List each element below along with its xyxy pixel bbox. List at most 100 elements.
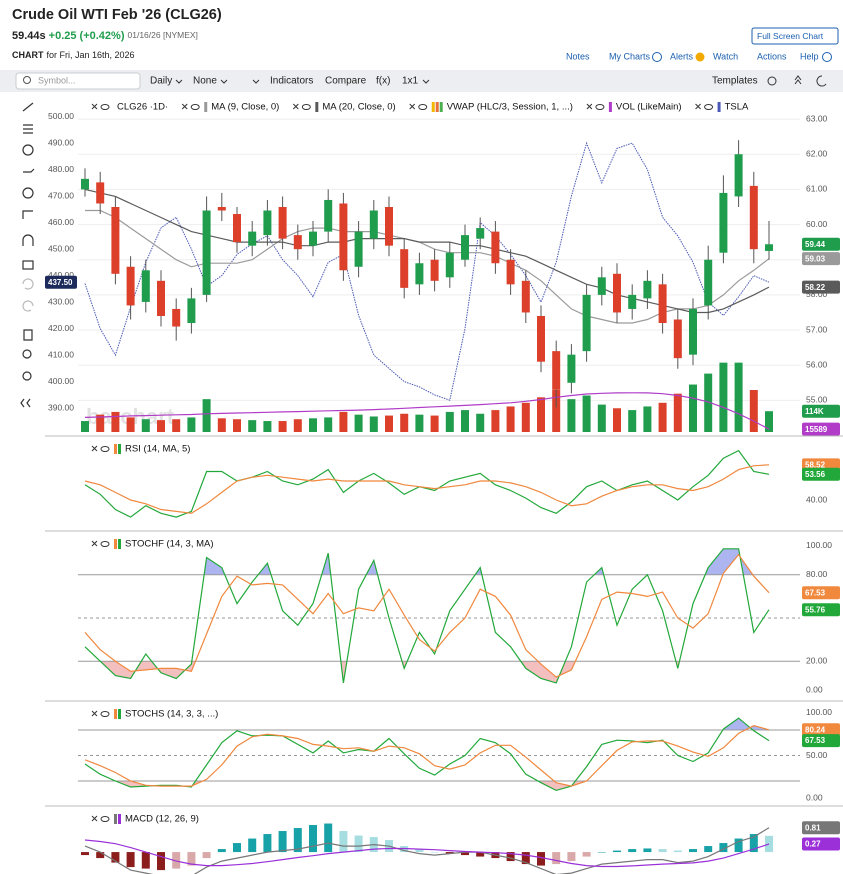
legend-label: MACD (12, 26, 9) [125,814,199,825]
histogram-bar [582,852,591,857]
value-tag-label: 59.44 [805,240,826,249]
histogram-bar [81,852,89,856]
legend-label: STOCHF (14, 3, MA) [125,539,214,550]
histogram-bar [202,852,211,859]
volume-bar [430,415,439,432]
legend-label: VWAP (HLC/3, Session, 1, ...) [447,102,573,113]
legend-swatch [204,102,208,112]
histogram-bar [461,852,469,856]
close-icon [91,815,98,822]
close-icon [91,103,98,110]
candle-body [369,210,378,239]
candle-body [172,308,181,327]
full-screen-button[interactable] [751,27,839,45]
search-placeholder[interactable]: Symbol... [38,75,76,85]
toolbar [0,70,843,92]
volume-bar [415,414,424,432]
price-change: +0.25 (+0.42%) [49,30,125,42]
left-tick-label: 400.00 [48,376,74,386]
legend-swatch [608,102,612,112]
overbought-fill [722,718,769,730]
plot-area [204,548,753,575]
volume-bar [187,417,196,432]
candle-body [111,206,120,274]
value-tag [802,422,840,436]
page-title: Crude Oil WTI Feb '26 (CLG26) [12,7,222,23]
overlay-line [84,141,770,401]
histogram-bar [293,828,302,853]
aggregation-select[interactable]: None [193,76,217,87]
menu-item[interactable]: My Charts [609,51,651,61]
indicator-line [84,553,770,678]
plot-area: barchart [81,140,773,432]
candle-body [248,231,257,246]
macd-line [84,827,770,874]
plot-area [78,717,800,792]
volume-bar [369,416,378,432]
toolbar-item[interactable]: 1x1 [402,76,419,87]
legend-swatch [118,444,121,454]
volume-bar [537,397,545,432]
close-icon [181,103,188,110]
legend-swatch [114,709,117,719]
menu-item[interactable]: Actions [757,51,787,61]
close-icon [292,103,299,110]
full-screen-label[interactable]: Full Screen Chart [757,31,824,41]
close-icon [91,445,98,452]
candle-body [385,206,393,246]
candle-body [506,259,515,285]
eye-icon [100,104,110,110]
candle-body [96,182,105,204]
volume-bar [476,413,485,432]
legend-label: TSLA [725,102,749,113]
y-tick-label: 61.00 [806,184,828,194]
histogram-bar [643,848,652,853]
histogram-bar [749,834,758,853]
value-tag-label: 437.50 [48,278,73,287]
candle-body [734,154,743,197]
indicator-line [84,725,770,787]
templates-button[interactable]: Templates [712,76,758,87]
candle-body [673,319,682,359]
left-tick-label: 490.00 [48,137,74,147]
volume-bar [749,390,758,432]
menu-item[interactable]: Watch [713,51,738,61]
candle-body [552,351,561,390]
candle-body [202,210,211,295]
eye-icon [595,104,605,110]
volume-bar [385,415,393,432]
volume-bar [172,419,181,432]
candle-body [476,228,485,239]
candle-body [278,206,287,239]
histogram-bar [263,834,272,853]
help-icon [822,52,832,62]
y-tick-label: 100.00 [806,540,832,550]
value-tag [802,586,840,600]
period-select[interactable]: Daily [150,76,172,87]
left-tick-label: 460.00 [48,217,74,227]
volume-bar [689,384,697,432]
search-box[interactable] [15,72,141,90]
menu-item[interactable]: Help [800,51,819,61]
volume-bar [248,420,257,432]
oversold-fill [115,781,587,791]
toolbar-item[interactable]: f(x) [376,76,390,87]
indicator-line [84,464,770,514]
candle-body [339,203,348,271]
menu-item[interactable]: Notes [566,51,590,61]
histogram-bar [309,825,317,853]
candle-body [445,252,454,278]
eye-icon [100,541,110,547]
close-icon [91,710,98,717]
left-tick-label: 470.00 [48,190,74,200]
ma-line [84,188,770,314]
candle-body [658,284,667,324]
left-tick-label: 440.00 [48,270,74,280]
candle-body [141,270,150,302]
toolbar-item[interactable]: Compare [325,76,367,87]
toolbar-item[interactable]: Indicators [270,76,313,87]
eye-icon [301,104,311,110]
menu-item[interactable]: Alerts [670,51,694,61]
candle-body [81,178,89,190]
ma-line [85,209,770,324]
